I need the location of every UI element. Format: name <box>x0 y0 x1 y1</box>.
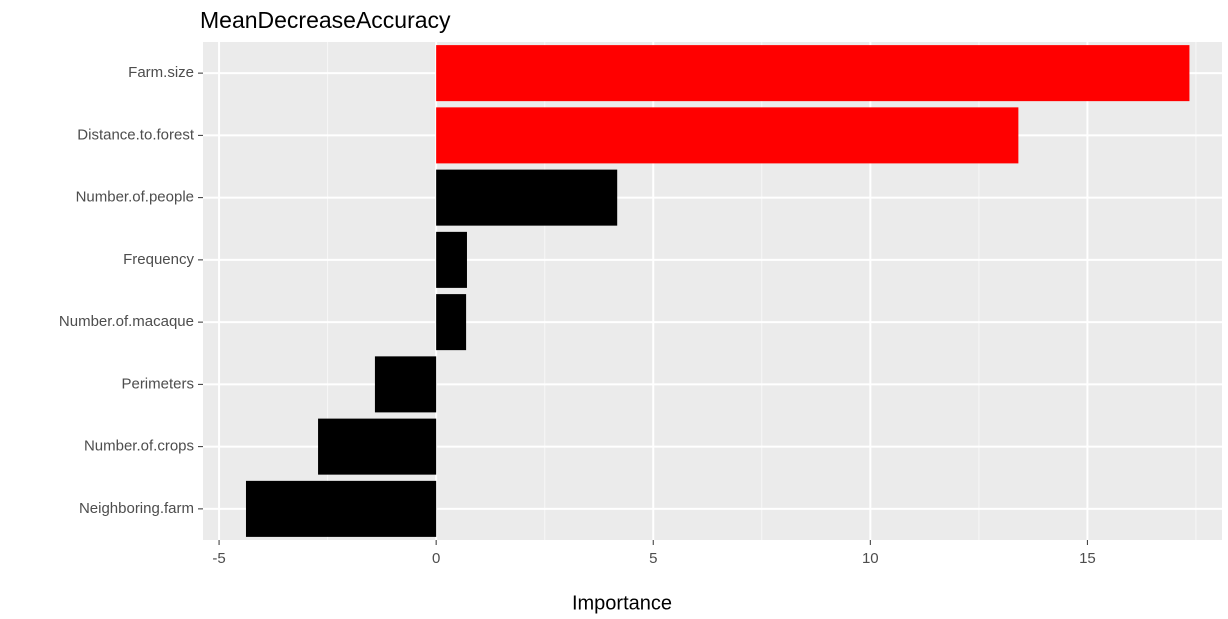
chart-title: MeanDecreaseAccuracy <box>200 7 451 33</box>
bar <box>436 169 618 226</box>
bar <box>436 231 467 288</box>
y-tick-label: Distance.to.forest <box>77 126 195 143</box>
x-tick-label: -5 <box>212 550 225 567</box>
bar <box>436 294 467 351</box>
y-tick-label: Number.of.macaque <box>59 313 194 330</box>
bar <box>436 107 1019 164</box>
x-tick-label: 0 <box>432 550 440 567</box>
bar <box>245 480 437 537</box>
bar <box>318 418 437 475</box>
y-tick-label: Frequency <box>123 251 194 268</box>
y-tick-label: Number.of.people <box>76 189 194 206</box>
bar <box>374 356 437 413</box>
x-tick-label: 15 <box>1079 550 1096 567</box>
bar <box>436 45 1190 102</box>
x-tick-label: 5 <box>649 550 657 567</box>
y-tick-label: Perimeters <box>121 375 194 392</box>
y-tick-label: Farm.size <box>128 64 194 81</box>
x-tick-label: 10 <box>862 550 879 567</box>
y-tick-label: Number.of.crops <box>84 438 194 455</box>
y-tick-label: Neighboring.farm <box>79 500 194 517</box>
x-axis-label: Importance <box>572 592 672 614</box>
